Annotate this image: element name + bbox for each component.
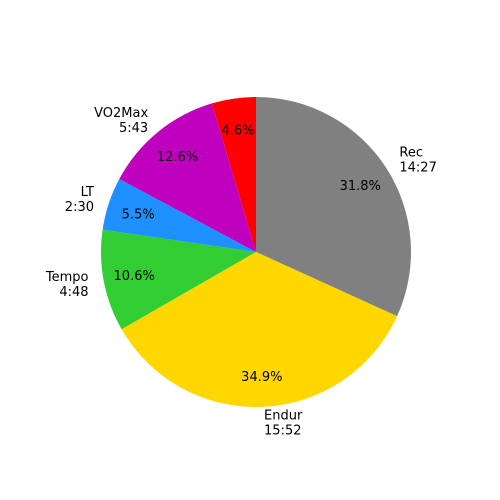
value-label: 4.6% <box>222 123 255 138</box>
pie-slice <box>211 97 256 252</box>
value-label: 5.5% <box>122 207 155 222</box>
category-name: VO2Max <box>94 106 148 121</box>
category-name: Endur <box>264 408 303 423</box>
category-duration: 2:30 <box>65 200 94 215</box>
pie-slice <box>119 103 256 252</box>
category-label: LT 2:30 <box>65 185 94 215</box>
category-duration: 5:43 <box>119 121 148 136</box>
category-duration: 4:48 <box>59 285 88 300</box>
category-duration: 14:27 <box>399 161 436 176</box>
category-label: Tempo 4:48 <box>45 270 89 300</box>
pie-slice <box>121 252 398 407</box>
category-duration: 15:52 <box>264 423 301 438</box>
pie-slice <box>256 97 411 317</box>
value-label: 31.8% <box>340 179 381 194</box>
category-label: Rec 14:27 <box>399 146 436 176</box>
value-label: 12.6% <box>157 150 198 165</box>
category-label: Endur 15:52 <box>264 408 303 438</box>
pie-slice <box>101 229 256 330</box>
category-name: Rec <box>399 146 423 161</box>
category-label: VO2Max 5:43 <box>94 106 148 136</box>
pie-slice <box>102 179 257 252</box>
category-name: LT <box>81 185 94 200</box>
value-label: 34.9% <box>241 370 282 385</box>
category-name: Tempo <box>45 270 89 285</box>
value-label: 10.6% <box>114 269 155 284</box>
